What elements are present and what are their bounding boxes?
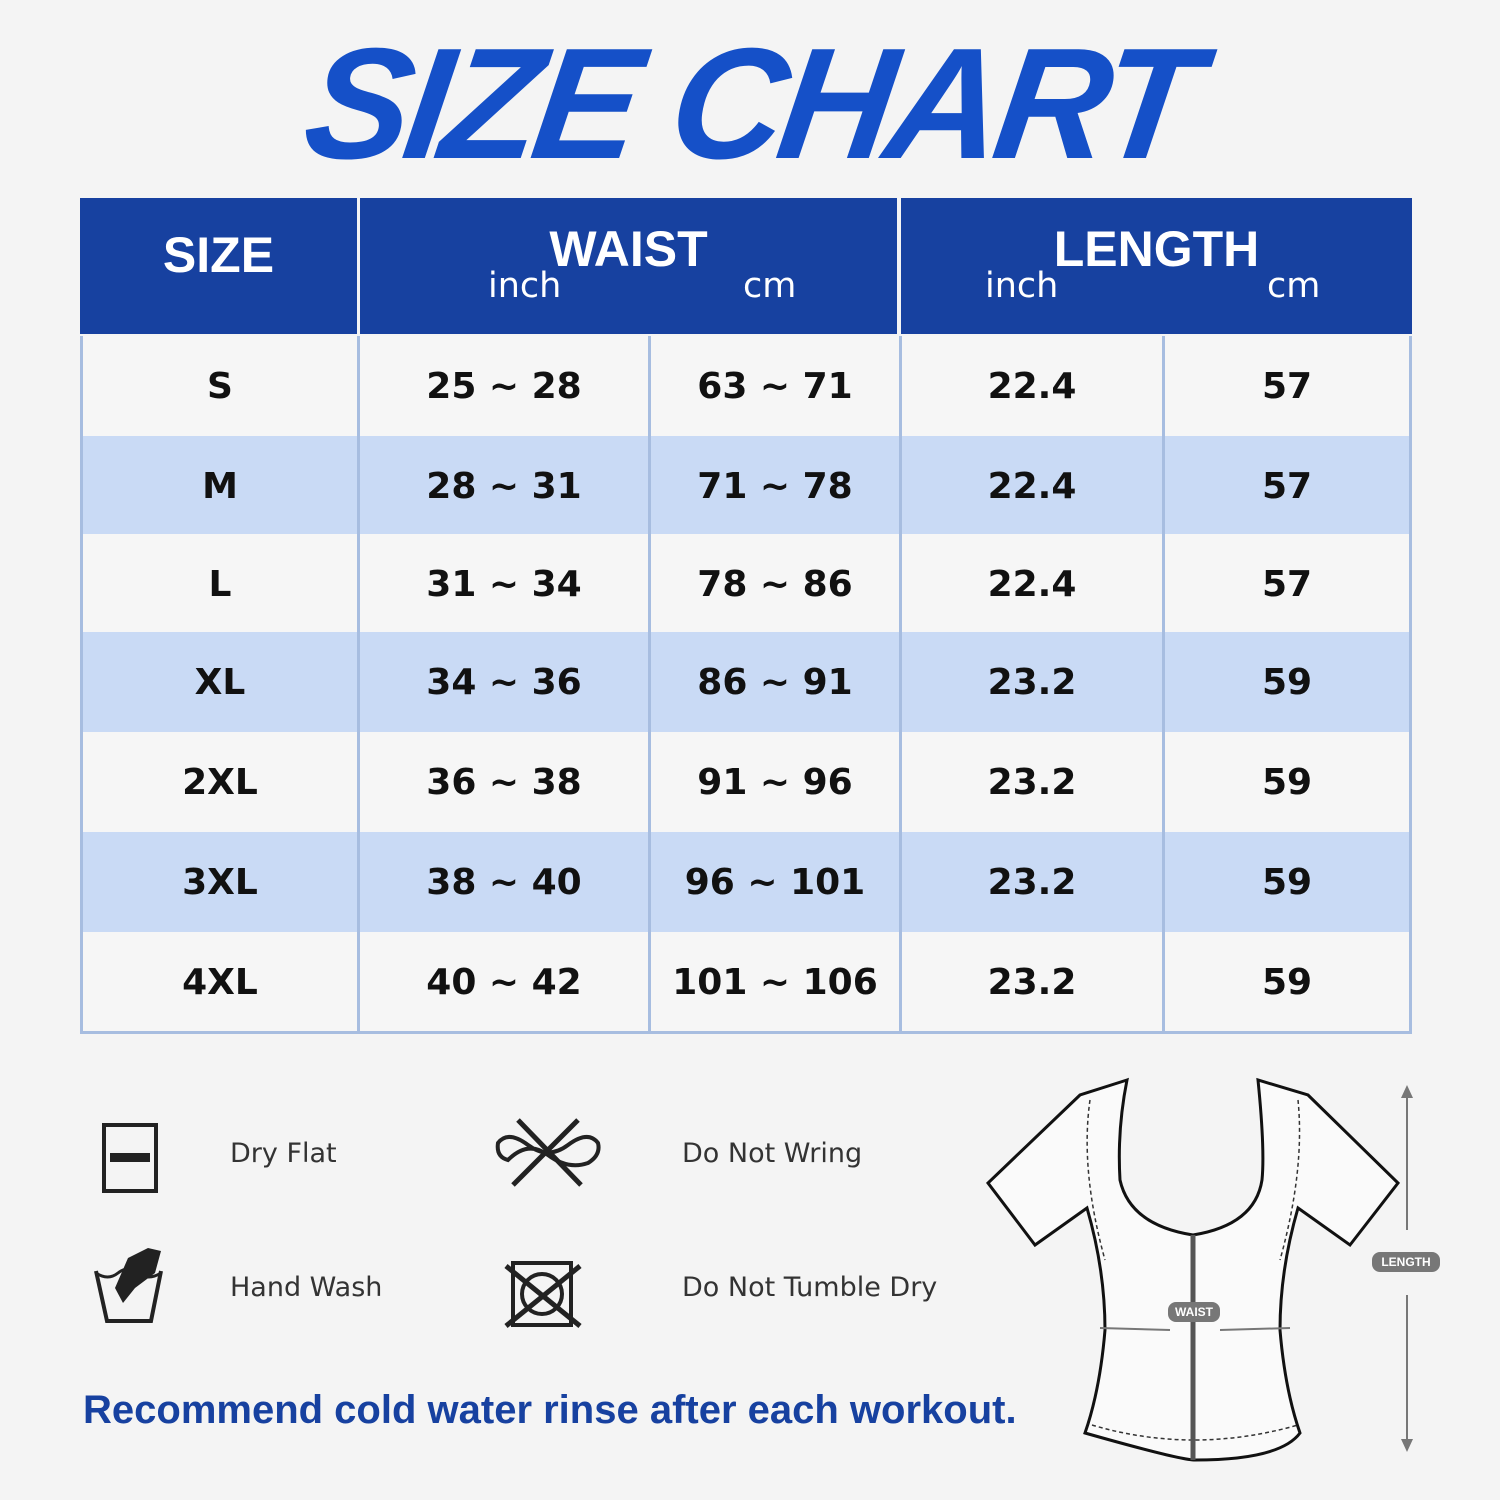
length-label: LENGTH [1381, 1255, 1431, 1269]
hand-wash-icon [94, 1248, 163, 1323]
cell-size: M [80, 436, 357, 536]
dry-flat-icon [102, 1123, 158, 1193]
cell-waist-cm: 96 ~ 101 [648, 832, 899, 932]
cell-length-inch: 22.4 [899, 436, 1162, 536]
cell-waist-inch: 34 ~ 36 [357, 632, 648, 732]
cell-length-inch: 22.4 [899, 534, 1162, 634]
header-waist-label: WAIST [549, 221, 708, 277]
header-waist-inch: inch [488, 266, 562, 306]
care-label-do-not-wring: Do Not Wring [682, 1138, 863, 1169]
table-row: 2XL 36 ~ 38 91 ~ 96 23.2 59 [80, 732, 1412, 832]
care-label-dry-flat: Dry Flat [230, 1138, 337, 1169]
cell-waist-inch: 38 ~ 40 [357, 832, 648, 932]
header-waist-cm: cm [743, 266, 797, 306]
table-row: XL 34 ~ 36 86 ~ 91 23.2 59 [80, 632, 1412, 732]
cell-size: L [80, 534, 357, 634]
cell-length-inch: 23.2 [899, 932, 1162, 1032]
cell-waist-cm: 101 ~ 106 [648, 932, 899, 1032]
care-note: Recommend cold water rinse after each wo… [83, 1388, 1017, 1432]
cell-waist-inch: 31 ~ 34 [357, 534, 648, 634]
cell-size: 3XL [80, 832, 357, 932]
cell-size: 4XL [80, 932, 357, 1032]
cell-waist-cm: 78 ~ 86 [648, 534, 899, 634]
cell-waist-cm: 91 ~ 96 [648, 732, 899, 832]
do-not-wring-icon [495, 1118, 601, 1187]
cell-waist-inch: 28 ~ 31 [357, 436, 648, 536]
cell-length-inch: 23.2 [899, 832, 1162, 932]
header-waist: WAIST inch cm [360, 198, 897, 334]
table-bottom-border [80, 1031, 1412, 1034]
cell-length-inch: 22.4 [899, 336, 1162, 436]
table-row: 3XL 38 ~ 40 96 ~ 101 23.2 59 [80, 832, 1412, 932]
cell-length-inch: 23.2 [899, 732, 1162, 832]
cell-size: 2XL [80, 732, 357, 832]
cell-length-cm: 59 [1162, 732, 1412, 832]
header-size-label: SIZE [162, 227, 275, 283]
waist-label: WAIST [1175, 1305, 1213, 1319]
cell-length-inch: 23.2 [899, 632, 1162, 732]
cell-waist-inch: 40 ~ 42 [357, 932, 648, 1032]
header-length-cm: cm [1267, 266, 1321, 306]
cell-length-cm: 57 [1162, 436, 1412, 536]
cell-waist-inch: 25 ~ 28 [357, 336, 648, 436]
header-length-label: LENGTH [1053, 221, 1260, 277]
care-label-hand-wash: Hand Wash [230, 1272, 383, 1303]
shirt-icon [985, 1077, 1440, 1462]
cell-size: S [80, 336, 357, 436]
cell-waist-inch: 36 ~ 38 [357, 732, 648, 832]
cell-size: XL [80, 632, 357, 732]
cell-waist-cm: 63 ~ 71 [648, 336, 899, 436]
header-length-inch: inch [985, 266, 1059, 306]
cell-length-cm: 59 [1162, 932, 1412, 1032]
table-row: 4XL 40 ~ 42 101 ~ 106 23.2 59 [80, 932, 1412, 1032]
page-title: SIZE CHART [295, 16, 1206, 192]
cell-waist-cm: 71 ~ 78 [648, 436, 899, 536]
header-length: LENGTH inch cm [901, 198, 1412, 334]
table-row: L 31 ~ 34 78 ~ 86 22.4 57 [80, 534, 1412, 634]
cell-waist-cm: 86 ~ 91 [648, 632, 899, 732]
care-label-do-not-tumble-dry: Do Not Tumble Dry [682, 1272, 938, 1303]
do-not-tumble-dry-icon [504, 1261, 582, 1328]
table-row: M 28 ~ 31 71 ~ 78 22.4 57 [80, 436, 1412, 536]
cell-length-cm: 59 [1162, 632, 1412, 732]
header-size: SIZE [80, 198, 357, 334]
table-row: S 25 ~ 28 63 ~ 71 22.4 57 [80, 336, 1412, 436]
cell-length-cm: 57 [1162, 534, 1412, 634]
cell-length-cm: 57 [1162, 336, 1412, 436]
cell-length-cm: 59 [1162, 832, 1412, 932]
